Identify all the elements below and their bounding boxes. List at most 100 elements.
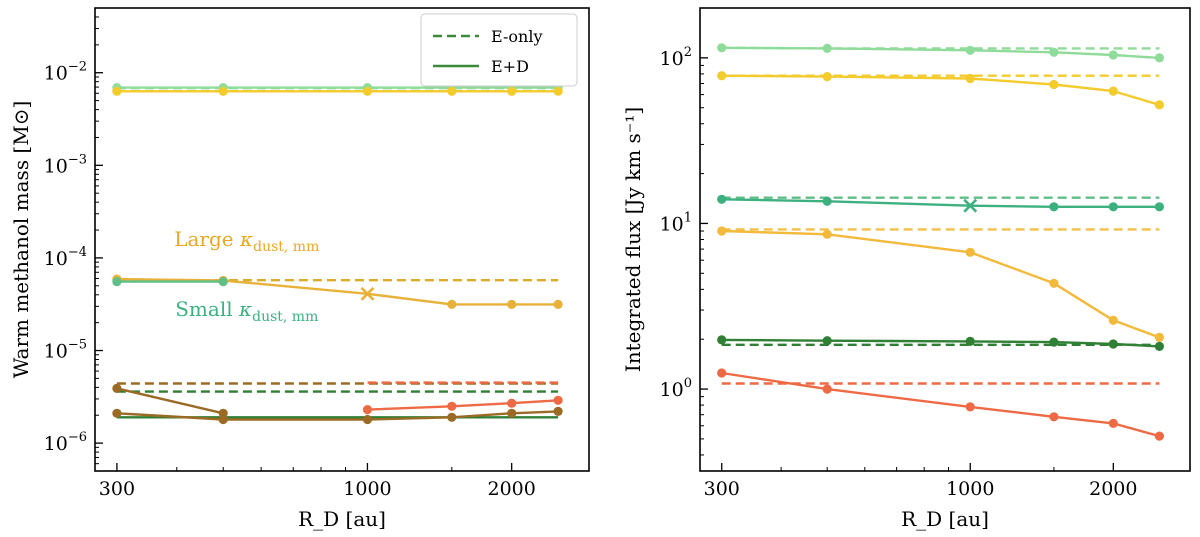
y-tick-label: 10−4 (44, 245, 87, 270)
data-point (717, 368, 727, 378)
y-tick-base: 10 (44, 248, 68, 270)
y-axis-label: Integrated flux [Jy km s⁻¹] (621, 107, 645, 372)
y-tick-exponent: −4 (68, 245, 87, 260)
x-tick-label: 1000 (946, 478, 994, 500)
data-point (717, 194, 727, 204)
data-point (965, 73, 975, 84)
data-point (965, 402, 975, 412)
y-tick-label: 10−5 (44, 338, 87, 363)
x-axis-label: R_D [au] (901, 507, 989, 531)
data-point (218, 414, 228, 425)
y-tick-base: 10 (44, 63, 68, 85)
data-point (1049, 278, 1059, 288)
data-point (1049, 47, 1059, 57)
y-tick-exponent: 0 (684, 376, 692, 391)
data-point (112, 408, 122, 418)
data-point (1108, 50, 1118, 60)
legend-label: E+D (491, 57, 529, 76)
data-point (822, 196, 832, 206)
data-point (965, 247, 975, 257)
x-tick-label: 300 (704, 478, 740, 500)
data-point (1049, 79, 1059, 90)
x-tick-label: 2000 (488, 478, 536, 500)
plot-area (717, 43, 1164, 441)
data-point (822, 43, 832, 54)
axes-frame (94, 7, 590, 472)
data-point (1108, 418, 1118, 428)
data-point (1154, 53, 1164, 63)
data-point (1154, 202, 1164, 212)
annotation-text: Small (175, 297, 232, 321)
y-tick-label: 101 (660, 210, 692, 235)
data-point (507, 398, 517, 408)
data-point (362, 405, 373, 415)
legend: E-only E+D (420, 13, 578, 87)
legend-box (420, 13, 578, 87)
data-point (112, 277, 122, 287)
data-point (822, 336, 832, 346)
data-point-cross (963, 198, 978, 213)
y-tick-base: 10 (660, 379, 684, 401)
data-point (822, 229, 832, 239)
y-tick-label: 102 (660, 45, 692, 70)
y-tick-exponent: 1 (684, 210, 692, 225)
y-tick-label: 100 (660, 376, 692, 401)
y-tick-label: 10−6 (44, 430, 87, 455)
y-tick-label: 10−3 (44, 152, 87, 177)
data-point (362, 86, 373, 96)
data-point (112, 383, 122, 393)
data-point (507, 299, 517, 309)
annotation-label: Large κdust, mm (174, 227, 319, 255)
y-tick-label: 10−2 (44, 60, 87, 85)
data-point (1108, 202, 1118, 212)
series-line-13 (367, 399, 559, 411)
annotation-text: Large (174, 227, 233, 251)
series-line-1 (721, 46, 1160, 60)
data-point (1154, 332, 1164, 342)
y-tick-exponent: 2 (684, 45, 692, 60)
legend-label: E-only (491, 27, 542, 46)
data-point (553, 406, 563, 416)
data-point (1049, 412, 1059, 422)
data-point (447, 401, 457, 411)
data-point (447, 412, 457, 422)
data-point (717, 71, 727, 81)
data-point (1154, 341, 1164, 351)
annotation-subscript: dust, mm (252, 309, 318, 325)
y-tick-base: 10 (44, 433, 68, 455)
data-point (447, 86, 457, 96)
data-point (717, 226, 727, 236)
annotation-symbol: κ (239, 227, 253, 251)
data-point (553, 299, 563, 309)
y-tick-base: 10 (660, 213, 684, 235)
x-axis-label: R_D [au] (298, 507, 386, 531)
data-point (717, 43, 727, 53)
data-point (1049, 202, 1059, 212)
data-point-cross (360, 286, 375, 301)
data-point (965, 45, 975, 55)
series-line-5 (116, 277, 559, 306)
y-tick-exponent: −3 (68, 152, 87, 167)
data-point (362, 414, 373, 425)
data-point (1108, 339, 1118, 349)
series-line-7 (721, 229, 1160, 339)
data-point (507, 408, 517, 418)
series-line-11 (721, 371, 1160, 438)
series-line-9 (721, 338, 1160, 348)
data-point (218, 277, 228, 287)
y-tick-exponent: −6 (68, 430, 87, 445)
series-line-12 (116, 410, 559, 421)
y-tick-base: 10 (44, 155, 68, 177)
series-line-5 (721, 198, 1160, 209)
y-tick-base: 10 (660, 48, 684, 70)
data-point (507, 86, 517, 96)
data-point (112, 86, 122, 96)
y-tick-exponent: −5 (68, 338, 87, 353)
data-point (553, 86, 563, 96)
series-line-11 (116, 387, 224, 415)
x-tick-label: 1000 (343, 478, 391, 500)
data-point (447, 299, 457, 309)
data-point (822, 384, 832, 394)
